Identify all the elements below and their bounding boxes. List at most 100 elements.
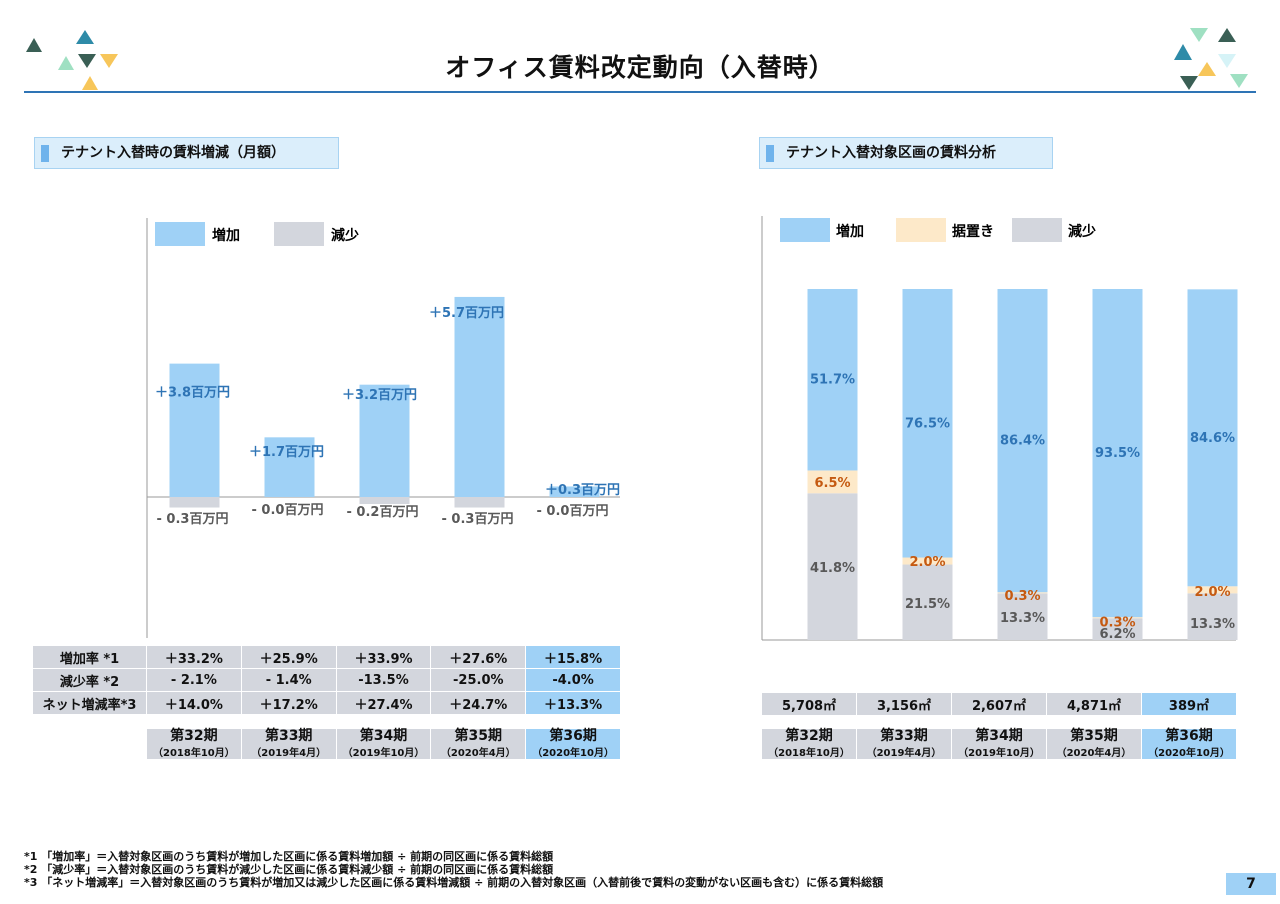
- decrease-bar: [169, 497, 220, 508]
- flat-segment: [997, 592, 1048, 594]
- legend-swatch: [896, 218, 946, 242]
- footnote: *1 「増加率」＝入替対象区画のうち賃料が増加した区画に係る賃料増加額 ÷ 前期…: [24, 850, 554, 863]
- flat-segment-label: 2.0%: [1194, 585, 1230, 600]
- increase-segment: [1092, 289, 1143, 618]
- period-date: （2019年4月）: [251, 748, 327, 760]
- decrease-segment-label: 21.5%: [905, 597, 950, 612]
- period-cell: 第34期 （2019年10月）: [335, 727, 432, 761]
- increase-bar: [264, 437, 315, 497]
- decrease-data-label: - 0.0百万円: [252, 503, 324, 518]
- increase-segment-label: 51.7%: [810, 373, 855, 388]
- increase-segment: [902, 289, 953, 558]
- triangle-shape: [82, 76, 98, 90]
- rate-table: 増加率 *1 ＋33.2% ＋25.9% ＋33.9% ＋27.6% ＋15.8% 減少率 …: [32, 645, 621, 715]
- rate-cell: ＋15.8%: [525, 645, 621, 669]
- period-label: 第35期: [1070, 728, 1118, 744]
- triangle-shape: [1230, 74, 1248, 88]
- period-date: （2018年10月）: [768, 748, 850, 760]
- decrease-data-label: - 0.3百万円: [157, 512, 229, 527]
- increase-segment: [1187, 289, 1238, 587]
- area-table: 5,708㎡ 3,156㎡ 2,607㎡ 4,871㎡ 389㎡: [761, 692, 1237, 716]
- legend-label: 増加: [836, 223, 864, 240]
- rate-cell: ＋14.0%: [146, 691, 242, 715]
- triangle-shape: [1180, 76, 1198, 90]
- legend-label: 据置き: [952, 223, 994, 240]
- rate-row: ネット増減率*3 ＋14.0% ＋17.2% ＋27.4% ＋24.7% ＋13.3%: [32, 691, 621, 715]
- increase-segment-label: 86.4%: [1000, 434, 1045, 449]
- decrease-segment: [902, 564, 953, 640]
- period-label: 第32期: [170, 728, 218, 744]
- decrease-bar: [454, 497, 505, 508]
- period-label: 第33期: [264, 728, 313, 744]
- rent-analysis-stacked-chart: 増加 据置き 減少 51.7% 6.5% 41.8% 76.5% 2.0% 21.5% 86.4%…: [761, 216, 1238, 642]
- increase-segment: [807, 289, 858, 471]
- flat-segment-label: 2.0%: [909, 555, 945, 570]
- left-section-title: テナント入替時の賃料増減（月額）: [61, 145, 285, 161]
- period-cell: 第32期 （2018年10月）: [761, 727, 857, 761]
- rate-cell: -25.0%: [430, 668, 527, 692]
- increase-segment-label: 93.5%: [1095, 446, 1140, 461]
- period-label: 第35期: [454, 728, 503, 744]
- rate-row-label: ネット増減率*3: [32, 691, 147, 715]
- page-number: 7: [1226, 873, 1276, 895]
- triangle-shape: [58, 56, 74, 70]
- footnotes: *1 「増加率」＝入替対象区画のうち賃料が増加した区画に係る賃料増加額 ÷ 前期…: [24, 850, 883, 889]
- period-cell: 第36期 （2020年10月）: [525, 727, 621, 761]
- rate-cell: ＋33.2%: [146, 645, 242, 669]
- period-cell: 第33期 （2019年4月）: [240, 727, 337, 761]
- increase-segment-label: 84.6%: [1190, 431, 1235, 446]
- triangle-shape: [76, 30, 94, 44]
- increase-segment: [997, 289, 1048, 593]
- decrease-segment: [1187, 593, 1238, 640]
- legend-label: 減少: [1068, 223, 1096, 240]
- rate-cell: - 1.4%: [240, 668, 337, 692]
- period-cell: 第34期 （2019年10月）: [951, 727, 1047, 761]
- flat-segment: [807, 470, 858, 494]
- decrease-segment: [1092, 618, 1143, 640]
- period-date: （2020年4月）: [440, 748, 516, 760]
- rate-row-label: 増加率 *1: [32, 645, 147, 669]
- area-cell: 5,708㎡: [761, 692, 857, 716]
- legend-swatch: [1012, 218, 1062, 242]
- period-label: 第36期: [549, 728, 597, 744]
- increase-bar: [454, 296, 505, 497]
- increase-data-label: ＋0.3百万円: [545, 483, 620, 498]
- decrease-segment-label: 13.3%: [1000, 611, 1045, 626]
- decrease-data-label: - 0.3百万円: [442, 512, 514, 527]
- rate-cell: -13.5%: [335, 668, 432, 692]
- triangle-shape: [100, 54, 118, 68]
- rate-cell: ＋24.7%: [430, 691, 527, 715]
- right-period-table: 第32期 （2018年10月） 第33期 （2019年4月） 第34期 （2019年10月…: [761, 727, 1237, 761]
- triangle-shape: [1190, 28, 1208, 42]
- increase-data-label: ＋1.7百万円: [249, 445, 324, 460]
- period-cell: 第36期 （2020年10月）: [1141, 727, 1237, 761]
- decorative-triangles-left: [26, 30, 118, 90]
- increase-data-label: ＋3.8百万円: [155, 385, 230, 400]
- increase-bar: [359, 384, 410, 497]
- left-period-table: 第32期 （2018年10月） 第33期 （2019年4月） 第34期 （2019年10月…: [146, 727, 621, 761]
- decrease-segment-label: 13.3%: [1190, 617, 1235, 632]
- flat-segment: [1187, 586, 1238, 594]
- section-marker: [766, 145, 774, 162]
- rate-cell: ＋33.9%: [335, 645, 432, 669]
- flat-segment-label: 0.3%: [1099, 616, 1135, 631]
- period-date: （2020年10月）: [1148, 748, 1230, 760]
- legend-label: 増加: [212, 227, 240, 244]
- left-section-header: テナント入替時の賃料増減（月額）: [34, 137, 339, 169]
- period-date: （2020年10月）: [532, 748, 614, 760]
- period-cell: 第35期 （2020年4月）: [430, 727, 527, 761]
- increase-bar: [169, 363, 220, 497]
- increase-data-label: ＋3.2百万円: [342, 388, 417, 403]
- decrease-segment-label: 41.8%: [810, 561, 855, 576]
- period-cell: 第32期 （2018年10月）: [146, 727, 242, 761]
- decrease-segment: [997, 593, 1048, 640]
- period-label: 第32期: [785, 728, 833, 744]
- right-section-title: テナント入替対象区画の賃料分析: [786, 145, 996, 161]
- flat-segment: [1092, 617, 1143, 619]
- decrease-segment: [807, 493, 858, 640]
- rate-cell: ＋25.9%: [240, 645, 337, 669]
- triangle-shape: [1174, 44, 1192, 60]
- period-label: 第33期: [880, 728, 928, 744]
- rate-cell: ＋13.3%: [525, 691, 621, 715]
- flat-segment-label: 6.5%: [814, 476, 850, 491]
